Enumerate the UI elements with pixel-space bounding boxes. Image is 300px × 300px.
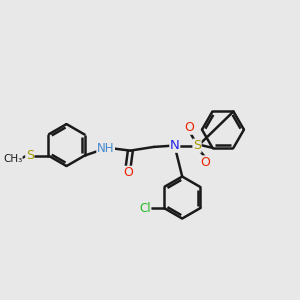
Text: Cl: Cl: [139, 202, 151, 214]
Text: CH₃: CH₃: [3, 154, 22, 164]
Text: S: S: [193, 139, 201, 152]
Text: NH: NH: [97, 142, 114, 154]
Text: O: O: [201, 156, 211, 169]
Text: N: N: [170, 139, 180, 152]
Text: S: S: [26, 149, 34, 162]
Text: O: O: [123, 166, 133, 179]
Text: O: O: [185, 121, 195, 134]
